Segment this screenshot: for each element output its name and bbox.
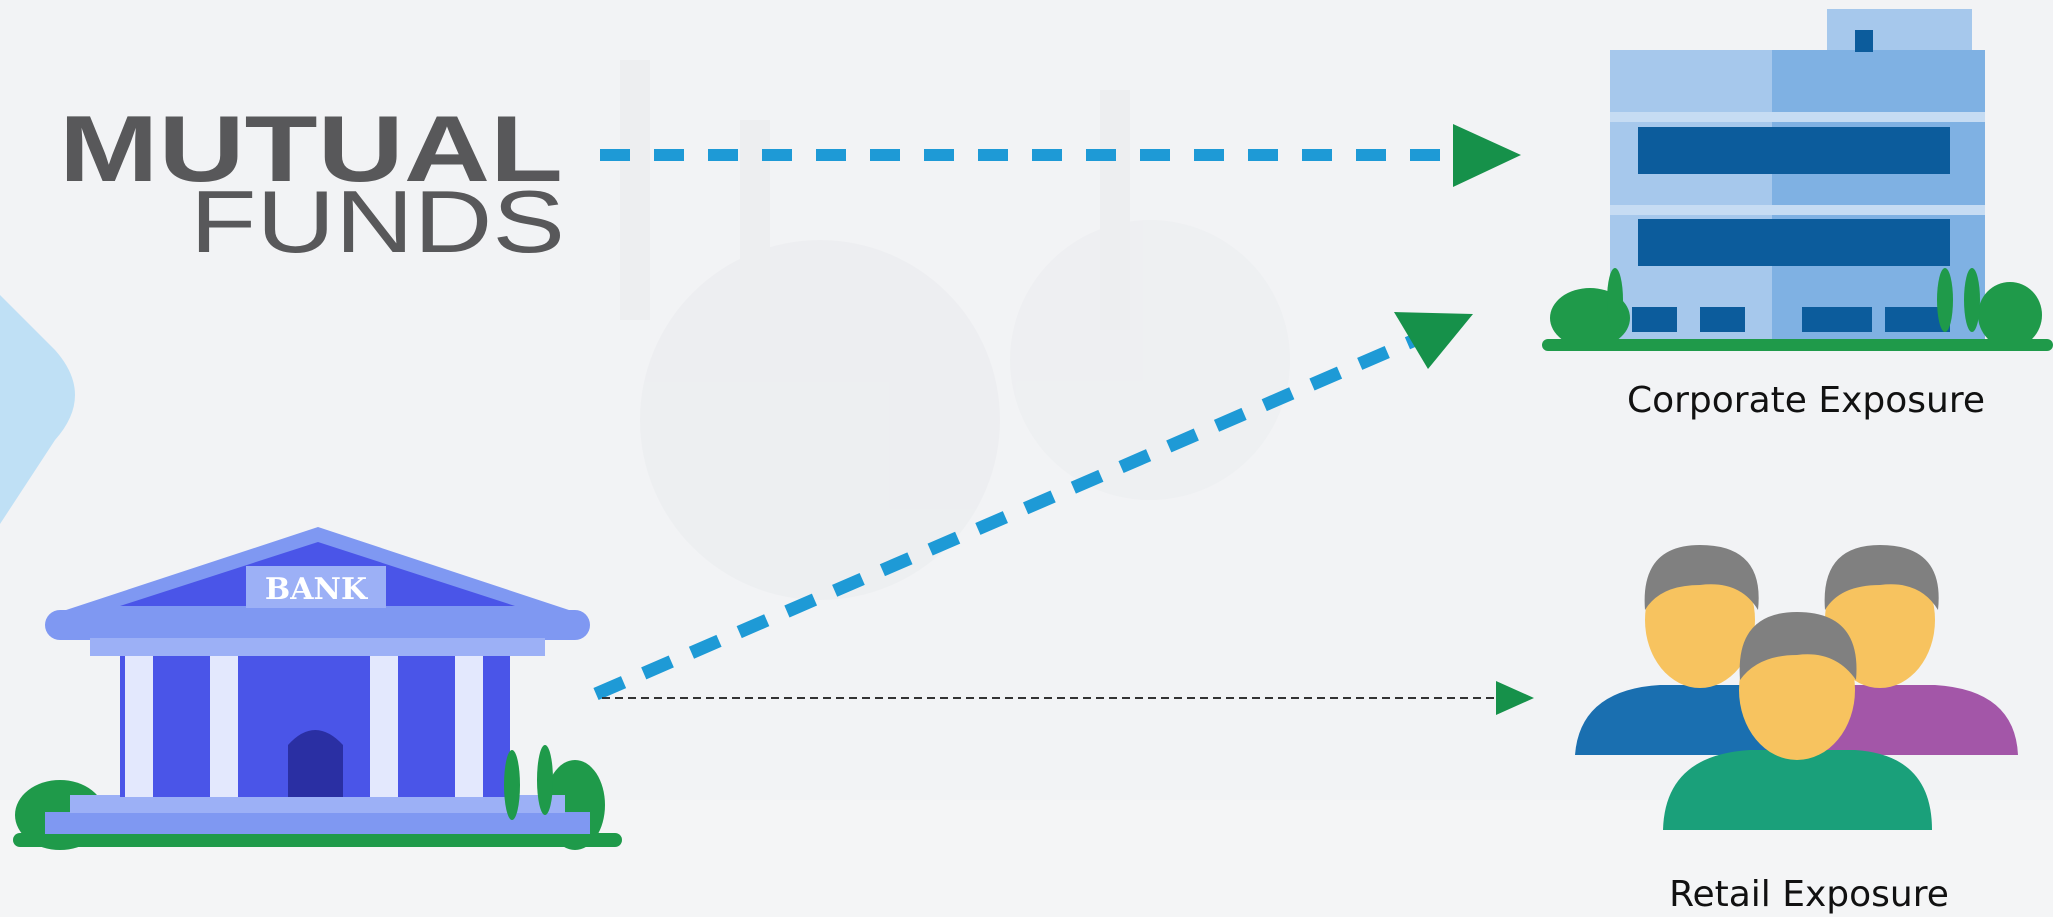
side-shape	[0, 295, 75, 524]
arrow-line	[593, 334, 1418, 700]
retail-label: Retail Exposure	[1669, 874, 1949, 915]
corporate-label: Corporate Exposure	[1627, 380, 1985, 421]
arrow-head	[1453, 124, 1521, 187]
logo-line2: FUNDS	[190, 172, 565, 271]
logo-line1: MUTUAL	[59, 96, 563, 201]
bank-label: BANK	[265, 572, 368, 607]
corporate-icon	[1542, 9, 2053, 351]
retail-icon	[1575, 545, 2018, 830]
bank-icon: BANK	[13, 527, 622, 850]
arrow-head	[1496, 681, 1534, 715]
arrow-head	[1394, 312, 1473, 369]
